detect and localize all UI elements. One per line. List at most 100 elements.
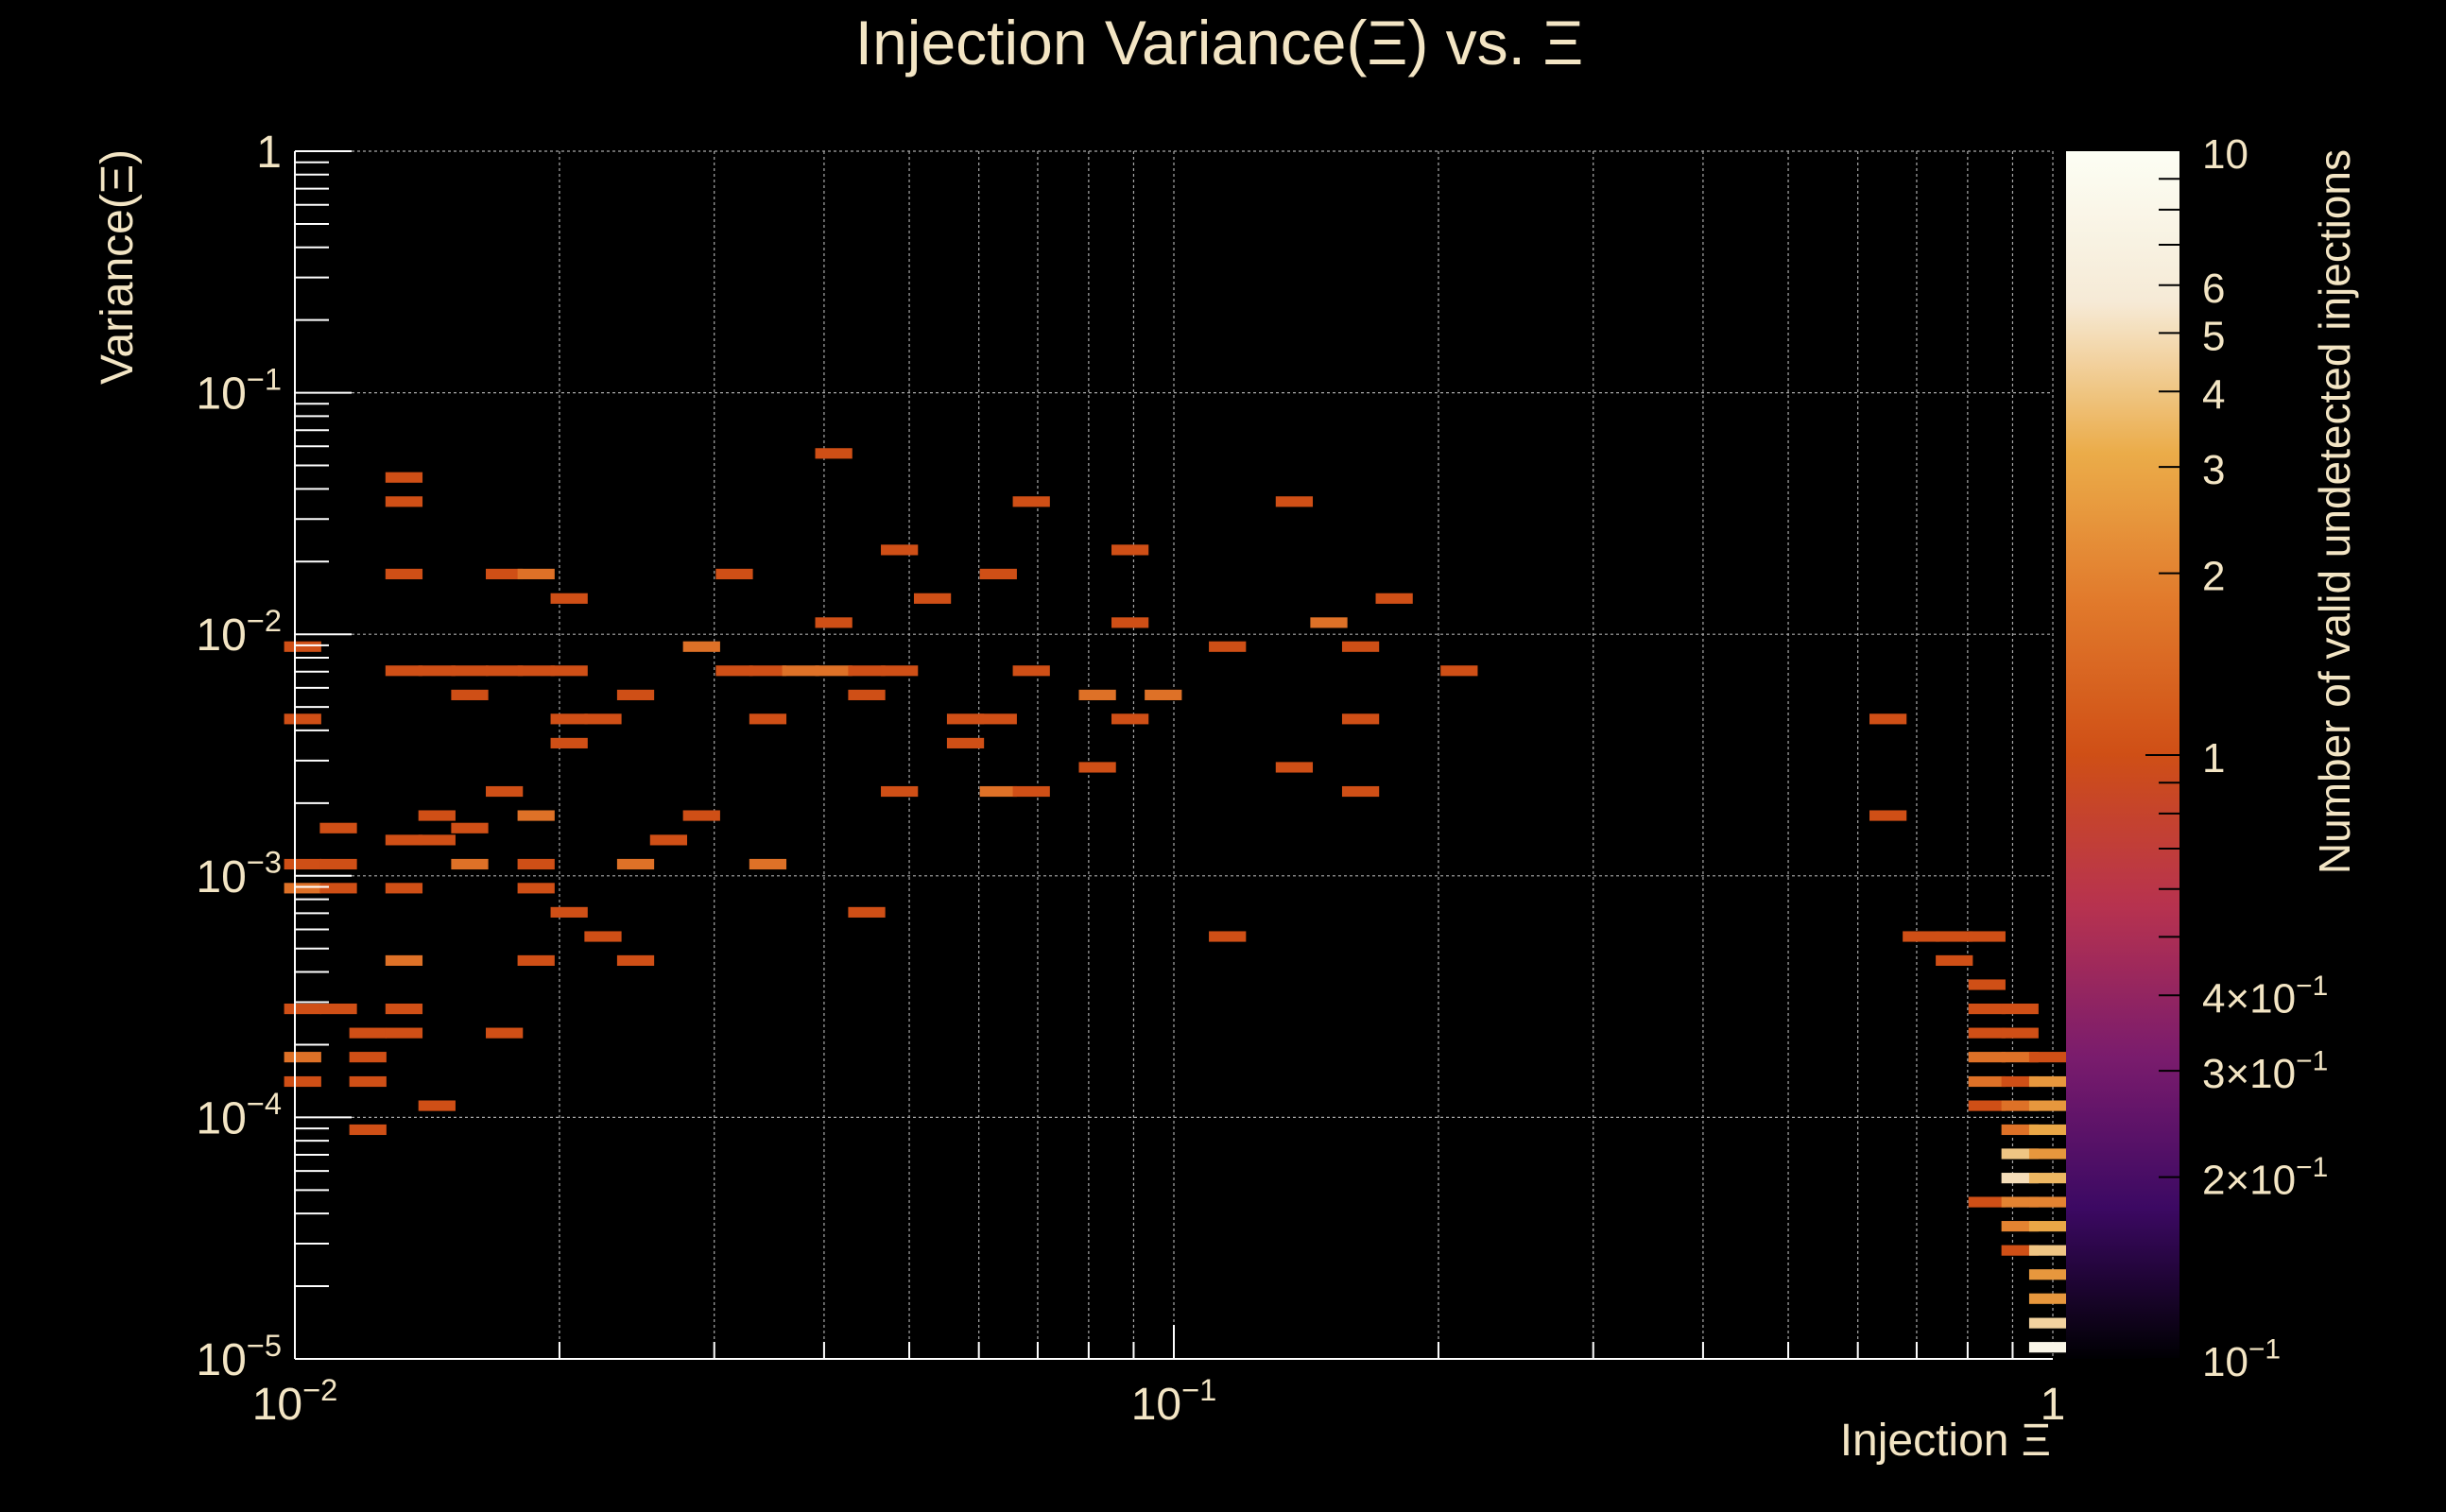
heatmap-cell <box>1936 954 1973 967</box>
heatmap-cell <box>979 568 1017 580</box>
heatmap-cell <box>418 1100 456 1111</box>
heatmap-cell <box>1012 785 1050 798</box>
colorbar-tick-label: 10 <box>2202 131 2248 178</box>
heatmap-cell <box>2028 1317 2067 1329</box>
heatmap-cell <box>349 1124 387 1136</box>
heatmap-cell <box>418 834 456 846</box>
heatmap-cell <box>2028 1196 2067 1208</box>
heatmap-cell <box>2001 1221 2039 1232</box>
heatmap-cell <box>1275 762 1314 773</box>
colorbar-ticks: 10 65 4 3 2 1 4×10−1 3×10−1 2×10−1 10−1 <box>2145 131 2328 1385</box>
heatmap-cell <box>486 1027 524 1039</box>
heatmap-cell <box>517 810 555 821</box>
colorbar-tick-label: 3×10−1 <box>2202 1046 2328 1097</box>
heatmap-cell <box>385 883 423 894</box>
heatmap-cell <box>1968 1100 2006 1111</box>
colorbar-tick-label: 2×10−1 <box>2202 1152 2328 1203</box>
heatmap-cell <box>517 883 555 894</box>
heatmap-cell <box>682 810 720 821</box>
heatmap-cell <box>385 1027 423 1039</box>
heatmap-cell <box>319 822 357 833</box>
heatmap-cell <box>1078 689 1116 700</box>
heatmap-cell <box>2028 1075 2067 1088</box>
heatmap-cell <box>2028 1293 2067 1304</box>
heatmap-cell <box>550 665 588 677</box>
heatmap-cell <box>2028 1342 2067 1353</box>
heatmap-cell <box>715 568 753 580</box>
heatmap-cell <box>616 689 655 700</box>
y-tick-label: 10−3 <box>196 845 282 902</box>
heatmap-cell <box>284 641 321 652</box>
heatmap-cell <box>517 954 555 967</box>
heatmap-cell <box>1968 1027 2006 1039</box>
heatmap-cell <box>418 810 456 821</box>
heatmap-cell <box>284 713 321 725</box>
heatmap-cell <box>284 1075 321 1088</box>
heatmap-cell <box>2001 1173 2039 1184</box>
heatmap-cell <box>1869 713 1907 725</box>
heatmap-cell <box>451 665 489 677</box>
colorbar-tick-label: 2 <box>2202 554 2225 600</box>
heatmap-cell <box>486 665 524 677</box>
heatmap-cell <box>451 689 489 700</box>
heatmap-cell <box>451 822 489 833</box>
heatmap-cell <box>946 737 985 748</box>
heatmap-cell <box>486 568 524 580</box>
heatmap-cell <box>1440 665 1478 677</box>
y-tick-label: 1 <box>256 128 282 178</box>
heatmap-cell <box>1012 496 1050 507</box>
heatmap-cell <box>517 568 555 580</box>
heatmap-cell <box>385 472 423 483</box>
heatmap-cell <box>2001 1027 2039 1039</box>
heatmap-cell <box>616 858 655 870</box>
heatmap-cell <box>881 665 919 677</box>
heatmap-cell <box>2001 1124 2039 1136</box>
y-tick-label: 10−5 <box>196 1328 282 1385</box>
heatmap-cell <box>1968 1003 2006 1015</box>
heatmap-cell <box>550 737 588 748</box>
y-tick-label: 10−1 <box>196 361 282 419</box>
heatmap-cell <box>1111 544 1149 556</box>
heatmap-cell <box>616 954 655 967</box>
heatmap-cell <box>815 617 853 628</box>
heatmap-cell <box>319 1003 357 1015</box>
heatmap-cell <box>1869 810 1907 821</box>
heatmap-cell <box>2028 1269 2067 1280</box>
heatmap-cell <box>2001 1245 2039 1256</box>
heatmap-cell <box>385 665 423 677</box>
x-tick-label: 10−1 <box>1131 1372 1217 1430</box>
heatmap-cell <box>550 906 588 918</box>
heatmap-cell <box>2001 1003 2039 1015</box>
heatmap-cell <box>2028 1124 2067 1136</box>
heatmap-cell <box>1209 641 1247 652</box>
heatmap-cell <box>385 496 423 507</box>
heatmap-cell <box>486 785 524 798</box>
colorbar-label: Number of valid undetected injections <box>2310 149 2359 874</box>
heatmap-cell <box>715 665 753 677</box>
heatmap-cell <box>1209 931 1247 942</box>
heatmap-cell <box>349 1052 387 1063</box>
heatmap-cell <box>584 713 622 725</box>
heatmap-cell <box>848 665 886 677</box>
colorbar-tick-label: 1 <box>2202 735 2225 782</box>
chart-title: Injection Variance(Ξ) vs. Ξ <box>855 8 1584 77</box>
y-axis-label: Variance(Ξ) <box>93 149 143 385</box>
heatmap-cell <box>385 834 423 846</box>
heatmap-cell <box>550 713 588 725</box>
heatmap-cell <box>749 858 787 870</box>
heatmap-cell <box>815 448 853 459</box>
x-tick-label: 1 <box>2041 1380 2066 1430</box>
heatmap-cell <box>1310 617 1348 628</box>
heatmap-cell <box>749 713 787 725</box>
heatmap-cell <box>1111 617 1149 628</box>
heatmap-cell <box>2028 1052 2067 1063</box>
colorbar-tick-label: 6 <box>2202 266 2225 312</box>
heatmap-cell <box>517 665 555 677</box>
colorbar-tick-label: 4 <box>2202 371 2225 418</box>
heatmap-cell <box>319 883 357 894</box>
heatmap-cell <box>385 1003 423 1015</box>
heatmap-cell <box>550 593 588 604</box>
heatmap-cell <box>1375 593 1413 604</box>
heatmap-cell <box>2028 1221 2067 1232</box>
